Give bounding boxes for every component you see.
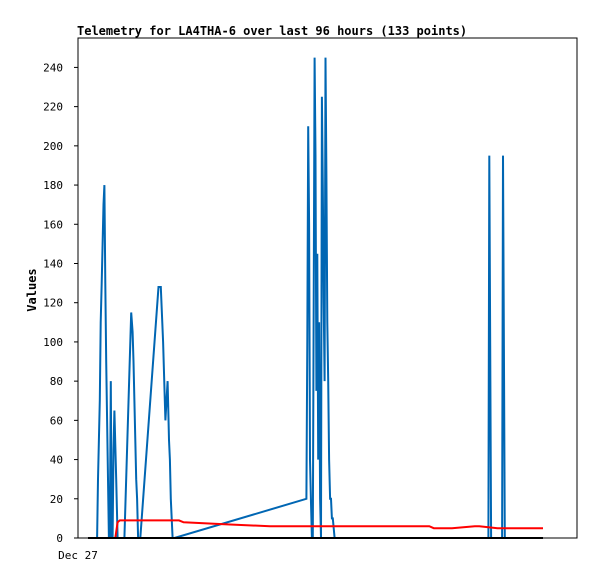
y-tick-label: 180	[43, 179, 63, 192]
y-tick-label: 160	[43, 218, 63, 231]
series-layer	[88, 57, 543, 539]
y-tick-label: 60	[50, 414, 63, 427]
y-tick-label: 200	[43, 140, 63, 153]
y-tick-label: 80	[50, 375, 63, 388]
y-axis-label: Values	[25, 268, 39, 311]
y-tick-label: 140	[43, 257, 63, 270]
y-axis-ticks: 0 20 40 60 80 100 120 140 160 180 200 220 240	[43, 61, 78, 545]
chart-title: Telemetry for LA4THA-6 over last 96 hour…	[77, 24, 467, 38]
y-tick-label: 240	[43, 61, 63, 74]
y-tick-label: 20	[50, 493, 63, 506]
y-tick-label: 220	[43, 101, 63, 114]
x-axis-ticks: Dec 27	[58, 549, 98, 562]
y-tick-label: 100	[43, 336, 63, 349]
x-tick-label: Dec 27	[58, 549, 98, 562]
y-tick-label: 120	[43, 297, 63, 310]
series-line-1	[88, 519, 543, 539]
y-tick-label: 40	[50, 454, 63, 467]
y-tick-label: 0	[56, 532, 63, 545]
